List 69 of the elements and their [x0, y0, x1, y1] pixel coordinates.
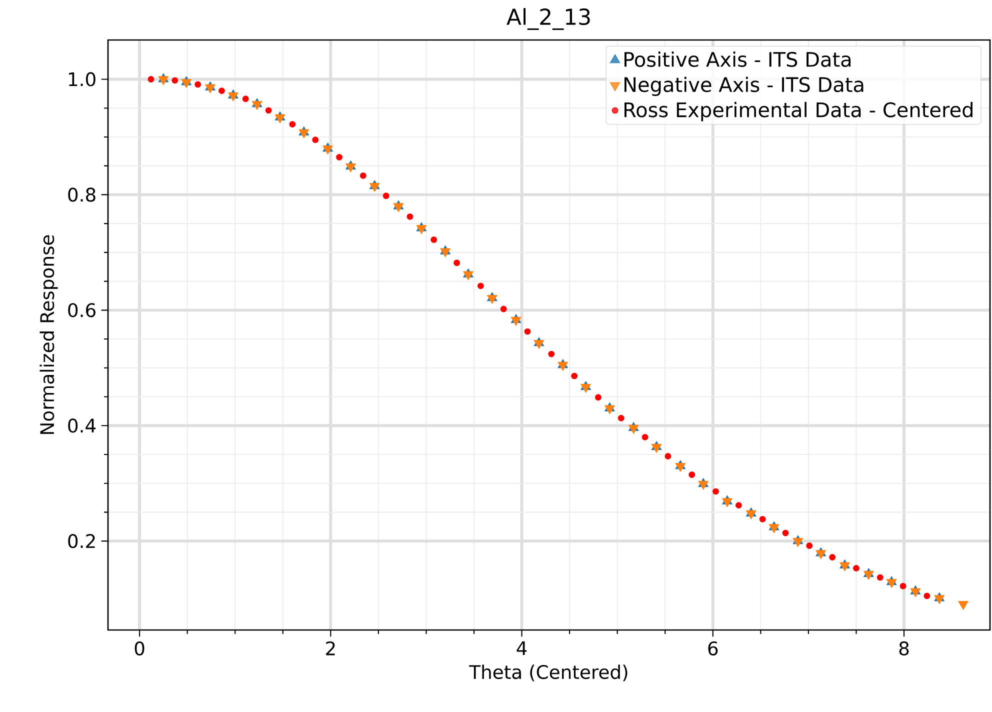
point: [406, 213, 414, 220]
point: [205, 84, 216, 94]
point: [322, 145, 333, 154]
point: [298, 129, 310, 138]
point: [252, 101, 262, 110]
x-tick-label: 0: [134, 641, 144, 656]
point: [393, 203, 404, 212]
point: [360, 172, 366, 179]
point: [571, 372, 578, 380]
point: [440, 248, 450, 258]
point: [265, 107, 272, 114]
y-tick-label: 0.4: [68, 418, 96, 433]
point: [853, 565, 860, 572]
point: [580, 384, 591, 393]
point: [289, 121, 296, 128]
point: [454, 260, 460, 266]
point: [900, 582, 906, 590]
point: [759, 516, 766, 522]
x-tick-label: 2: [326, 641, 335, 656]
point: [806, 542, 813, 549]
point: [228, 92, 238, 102]
point: [172, 77, 178, 84]
point: [595, 394, 602, 401]
point: [336, 154, 342, 160]
x-tick-label: 6: [708, 641, 718, 656]
y-tick-label: 0.6: [68, 303, 96, 318]
y-tick-label: 0.8: [68, 188, 96, 202]
point: [382, 192, 390, 200]
point: [876, 574, 884, 581]
point: [194, 81, 202, 88]
point: [181, 79, 192, 88]
point: [548, 350, 555, 358]
point: [477, 282, 484, 290]
point: [346, 163, 356, 172]
point: [534, 340, 544, 349]
point: [148, 76, 154, 82]
point: [487, 294, 498, 304]
x-tick-label: 4: [516, 641, 527, 655]
y-tick-label: 0.2: [68, 534, 95, 548]
legend-label: Ross Experimental Data - Centered: [624, 102, 972, 122]
point: [218, 88, 225, 94]
chart-title: Al_2_13: [506, 8, 590, 30]
point: [688, 471, 696, 478]
point: [430, 236, 438, 243]
point: [510, 316, 522, 326]
point: [312, 136, 319, 144]
point: [416, 225, 427, 234]
x-tick-label: 8: [899, 641, 909, 656]
legend-label: Positive Axis - ITS Data: [624, 51, 851, 67]
point: [618, 414, 624, 422]
point: [524, 328, 531, 335]
point: [274, 114, 286, 124]
point: [924, 592, 930, 600]
point: [712, 488, 719, 495]
legend-label: Negative Axis - ITS Data: [624, 76, 864, 96]
point: [500, 306, 507, 312]
y-tick-label: 1.0: [68, 72, 96, 86]
point: [782, 530, 789, 536]
point: [463, 271, 474, 280]
point: [558, 362, 568, 371]
point: [829, 554, 836, 560]
point: [664, 453, 672, 460]
y-axis-title: Normalized Response: [40, 235, 58, 434]
x-axis-title: Theta (Centered): [469, 664, 628, 682]
point: [158, 76, 169, 86]
point: [242, 96, 249, 102]
point: [369, 182, 380, 192]
point: [642, 434, 648, 440]
point: [735, 502, 742, 508]
